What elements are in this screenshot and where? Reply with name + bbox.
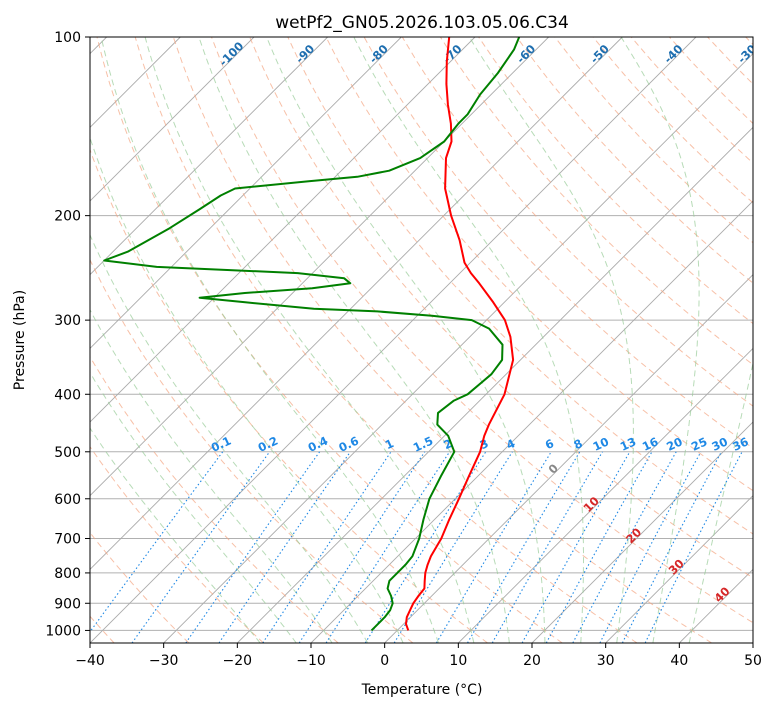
y-axis-label: Pressure (hPa) (12, 290, 28, 390)
dry-adiabat-line (135, 37, 637, 643)
dry-adiabat-line (59, 37, 488, 643)
dry-adiabat-line (21, 37, 413, 643)
isotherm-line (458, 37, 775, 643)
y-tick-label: 1000 (45, 623, 81, 639)
y-tick-label: 800 (54, 566, 81, 582)
isotherm-line (16, 37, 622, 643)
mixing-ratio-line (299, 452, 425, 643)
isotherm-label: -40 (661, 42, 686, 67)
x-axis-label: Temperature (°C) (361, 682, 483, 698)
moist-adiabat-line (64, 37, 403, 643)
mixing-ratio-line (600, 452, 701, 643)
isotherm-label: -80 (366, 42, 391, 67)
isotherm-line (237, 37, 775, 643)
mixing-ratio-label: 30 (709, 434, 729, 453)
mixing-ratio-line (573, 452, 676, 643)
dry-adiabat-line (0, 37, 264, 643)
dry-adiabat-line (669, 37, 775, 643)
chart-title: wetPf2_GN05.2026.103.05.06.C34 (275, 13, 569, 33)
isotherm-label: 10 (581, 494, 602, 515)
mixing-ratio-line (82, 452, 223, 643)
x-tick-label: 50 (744, 653, 762, 669)
dry-adiabat-line (593, 37, 775, 643)
dry-adiabat-line (0, 37, 338, 643)
x-tick-label: −30 (149, 653, 179, 669)
isotherm-label: 30 (666, 556, 687, 577)
y-tick-label: 700 (54, 532, 81, 548)
mixing-ratio-label: 36 (730, 434, 750, 453)
mixing-ratio-line (219, 452, 350, 643)
y-tick-label: 300 (54, 313, 81, 329)
mixing-ratio-label: 10 (591, 434, 611, 453)
dry-adiabat-line (746, 37, 775, 643)
dry-adiabat-line (517, 37, 775, 643)
mixing-ratio-label: 8 (571, 436, 584, 452)
x-tick-label: −10 (296, 653, 326, 669)
x-tick-label: 30 (597, 653, 615, 669)
dry-adiabat-line (0, 37, 189, 643)
isotherm-line (164, 37, 770, 643)
mixing-ratio-label: 25 (689, 434, 709, 453)
dry-adiabat-line (440, 37, 775, 643)
mixing-ratio-label: 6 (543, 436, 556, 452)
y-tick-label: 200 (54, 209, 81, 225)
isotherm-label: -100 (216, 39, 246, 69)
isotherm-label: -90 (293, 42, 318, 67)
mixing-ratio-label: 16 (640, 434, 660, 453)
isotherm-line (385, 37, 775, 643)
isotherm-label: -70 (440, 42, 465, 67)
mixing-ratio-line (263, 452, 391, 643)
isotherm-label: 40 (711, 584, 732, 605)
y-tick-label: 600 (54, 492, 81, 508)
isotherm-line (679, 37, 775, 643)
y-tick-label: 400 (54, 387, 81, 403)
isotherm-line (753, 37, 775, 643)
moist-adiabat-line (101, 37, 438, 643)
isotherm-label: 0 (545, 461, 561, 477)
isotherm-line (311, 37, 775, 643)
dry-adiabat-line (555, 37, 775, 643)
x-tick-label: 40 (670, 653, 688, 669)
y-tick-label: 900 (54, 596, 81, 612)
isotherm-line (0, 37, 475, 643)
mixing-ratio-line (436, 452, 551, 643)
moist-adiabat-line (0, 37, 260, 643)
y-tick-label: 500 (54, 445, 81, 461)
moist-adiabat-line (145, 37, 474, 643)
background-lines-layer (0, 37, 775, 643)
grid-layer (0, 37, 775, 643)
x-tick-label: 10 (449, 653, 467, 669)
x-tick-label: −40 (75, 653, 105, 669)
isotherm-line (532, 37, 775, 643)
y-tick-label: 100 (54, 30, 81, 46)
dry-adiabat-line (212, 37, 775, 643)
mixing-ratio-label: 20 (664, 434, 684, 453)
isotherm-label: -30 (735, 42, 760, 67)
isotherm-label: -60 (514, 42, 539, 67)
x-tick-label: −20 (223, 653, 253, 669)
isotherm-line (90, 37, 696, 643)
dry-adiabat-line (708, 37, 775, 643)
x-tick-label: 20 (523, 653, 541, 669)
moist-adiabat-line (689, 37, 775, 643)
mixing-ratio-label: 13 (618, 434, 638, 453)
moist-adiabat-line (33, 37, 368, 643)
isotherm-line (0, 37, 401, 643)
x-tick-label: 0 (380, 653, 389, 669)
isotherm-label: -50 (587, 42, 612, 67)
moist-adiabat-line (469, 37, 633, 643)
moist-adiabat-line (5, 37, 332, 643)
isotherm-line (0, 37, 328, 643)
